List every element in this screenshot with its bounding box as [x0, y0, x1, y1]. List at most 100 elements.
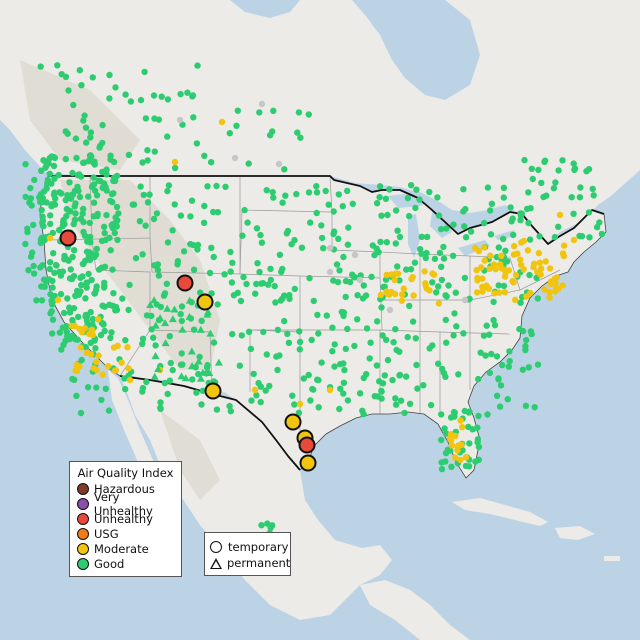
monitor-dot	[24, 225, 31, 232]
monitor-dot	[322, 187, 329, 195]
monitor-dot	[448, 442, 456, 449]
monitor-dot	[125, 151, 133, 159]
monitor-dot	[481, 244, 488, 251]
monitor-dot	[344, 187, 351, 195]
monitor-dot	[305, 371, 312, 379]
hudson-bay	[352, 0, 480, 100]
monitor-dot	[543, 192, 550, 199]
monitor-dot	[466, 440, 473, 447]
monitor-dot	[373, 245, 380, 252]
monitor-dot	[534, 295, 541, 302]
monitor-dot	[234, 289, 241, 296]
monitor-dot	[472, 458, 479, 465]
monitor-dot	[49, 330, 56, 337]
monitor-dot	[144, 199, 152, 206]
monitor-dot	[482, 352, 489, 359]
monitor-dot	[221, 271, 228, 278]
monitor-dot	[555, 223, 562, 230]
monitor-dot	[480, 332, 488, 339]
monitor-dot	[194, 62, 201, 69]
monitor-dot	[263, 351, 270, 358]
monitor-dot	[113, 203, 121, 211]
monitor-dot	[460, 330, 467, 337]
monitor-dot	[517, 217, 524, 224]
monitor-dot	[110, 290, 117, 297]
monitor-dot	[363, 325, 371, 332]
monitor-dot	[510, 251, 518, 258]
monitor-dot	[500, 282, 508, 290]
monitor-dot	[392, 401, 400, 408]
monitor-dot	[150, 92, 158, 99]
monitor-dot	[307, 397, 314, 404]
monitor-dot	[477, 349, 484, 356]
monitor-dot	[550, 185, 558, 192]
monitor-dot	[80, 159, 87, 166]
monitor-dot	[437, 226, 445, 233]
monitor-dot	[171, 164, 179, 172]
monitor-triangle	[205, 368, 214, 376]
monitor-dot	[277, 297, 285, 304]
monitor-dot	[96, 144, 103, 151]
monitor-dot	[496, 403, 504, 410]
monitor-dot	[68, 322, 75, 329]
monitor-dot	[407, 266, 415, 273]
monitor-dot	[286, 295, 293, 302]
legend-label: Moderate	[94, 542, 149, 556]
monitor-dot	[218, 118, 226, 126]
monitor-dot	[377, 238, 384, 246]
monitor-dot	[487, 207, 494, 214]
monitor-dot	[141, 68, 148, 76]
monitor-dot	[37, 63, 44, 70]
monitor-dot	[459, 447, 466, 454]
monitor-dot	[452, 454, 459, 461]
monitor-dot	[435, 360, 442, 367]
monitor-triangle	[168, 315, 177, 323]
monitor-dot	[571, 165, 579, 172]
monitor-dot	[503, 258, 511, 265]
monitor-dot	[413, 186, 420, 193]
monitor-dot	[76, 67, 84, 74]
monitor-dot	[500, 184, 508, 191]
monitor-dot	[499, 361, 506, 369]
monitor-triangle	[146, 300, 155, 308]
monitor-dot	[340, 309, 347, 316]
monitor-dot	[73, 392, 80, 399]
monitor-dot	[49, 284, 56, 291]
monitor-dot	[256, 109, 263, 116]
monitor-dot	[450, 221, 457, 228]
monitor-dot	[78, 281, 85, 289]
monitor-dot	[201, 152, 208, 159]
monitor-dot	[315, 404, 322, 411]
legend-item-good: Good	[77, 557, 124, 571]
monitor-dot	[75, 313, 82, 321]
monitor-dot	[77, 344, 84, 351]
monitor-dot	[227, 268, 234, 275]
monitor-triangle	[161, 339, 170, 347]
monitor-dot	[490, 298, 497, 306]
monitor-dot	[88, 276, 95, 284]
very-unhealthy-swatch	[77, 498, 89, 510]
monitor-dot	[486, 265, 493, 272]
monitor-dot	[383, 271, 390, 279]
monitor-dot	[438, 263, 445, 270]
monitor-dot	[388, 271, 395, 278]
monitor-dot	[213, 182, 220, 190]
monitor-dot	[405, 212, 413, 220]
monitor-dot	[331, 228, 338, 235]
monitor-dot	[493, 392, 501, 399]
monitor-dot	[86, 249, 93, 256]
monitor-dot	[341, 366, 348, 374]
monitor-dot	[429, 279, 436, 286]
monitor-dot	[63, 333, 71, 340]
monitor-dot	[462, 454, 470, 461]
monitor-dot	[238, 332, 245, 339]
monitor-dot	[291, 285, 298, 293]
monitor-dot	[102, 385, 110, 392]
monitor-dot	[378, 388, 385, 395]
monitor-dot	[392, 326, 399, 333]
monitor-dot	[158, 93, 165, 100]
legend-label: Very Unhealthy	[93, 490, 153, 518]
monitor-dot	[72, 367, 79, 374]
monitor-dot	[291, 236, 298, 244]
monitor-dot	[400, 285, 407, 292]
